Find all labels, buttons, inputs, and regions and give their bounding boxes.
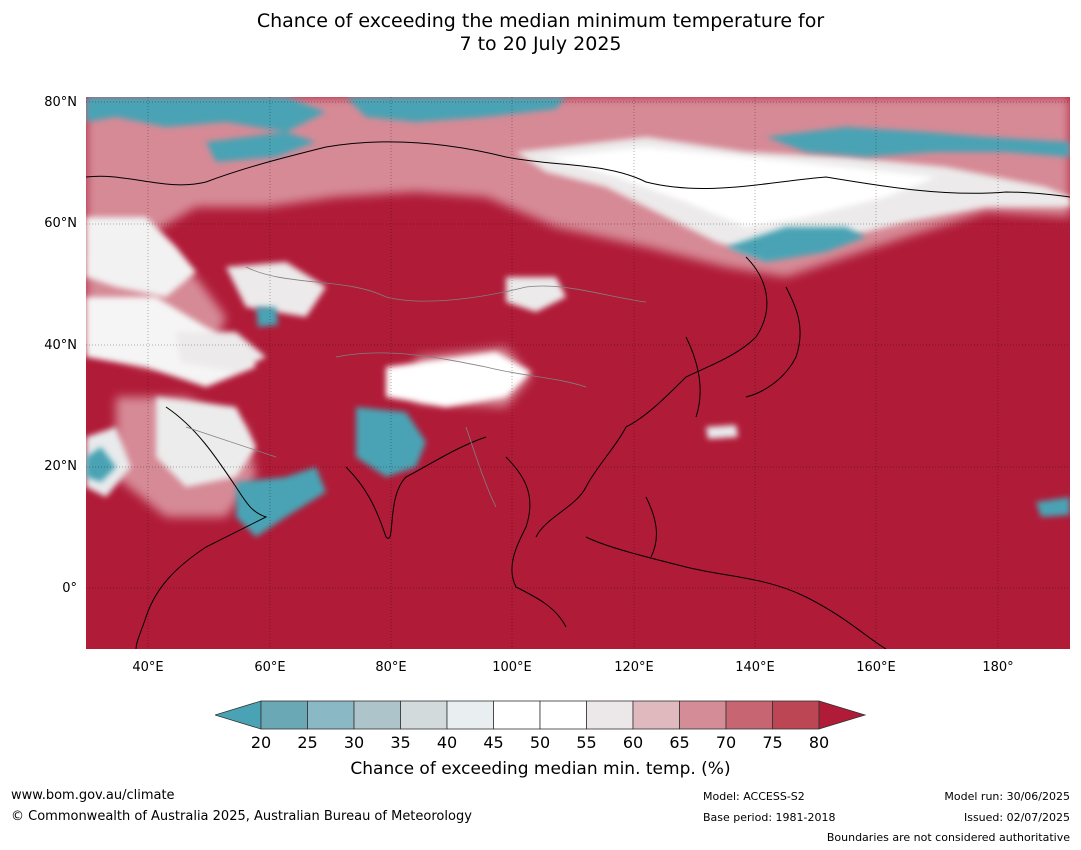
lon-label-60e: 60°E <box>254 660 286 675</box>
lon-label-160e: 160°E <box>856 660 896 675</box>
colorbar-segment <box>260 700 308 730</box>
model-text: Model: ACCESS-S2 <box>703 790 805 803</box>
lon-label-120e: 120°E <box>614 660 654 675</box>
website-text: www.bom.gov.au/climate <box>11 788 175 803</box>
colorbar-segment <box>307 700 355 730</box>
colorbar-segment <box>772 700 820 730</box>
colorbar-segment <box>446 700 494 730</box>
lon-label-40e: 40°E <box>132 660 164 675</box>
map-title: Chance of exceeding the median minimum t… <box>0 10 1081 56</box>
lon-label-80e: 80°E <box>375 660 407 675</box>
colorbar-tick-label: 80 <box>808 733 830 752</box>
colorbar-tick-label: 50 <box>529 733 551 752</box>
teal-regions <box>86 97 1070 537</box>
colorbar-segment <box>493 700 541 730</box>
country-borders <box>185 266 647 508</box>
title-line-1: Chance of exceeding the median minimum t… <box>256 10 825 32</box>
model-run-text: Model run: 30/06/2025 <box>944 790 1070 803</box>
colorbar-tick-label: 20 <box>250 733 272 752</box>
colorbar-tick-label: 45 <box>483 733 504 752</box>
lat-label-60n: 60°N <box>44 216 77 231</box>
lat-label-40n: 40°N <box>44 338 77 353</box>
colorbar-label: Chance of exceeding median min. temp. (%… <box>350 759 731 779</box>
colorbar-tick-label: 35 <box>390 733 411 752</box>
neutral-regions <box>86 137 1070 497</box>
lon-label-100e: 100°E <box>492 660 532 675</box>
base-period-text: Base period: 1981-2018 <box>703 811 836 824</box>
colorbar-tick-label: 75 <box>762 733 783 752</box>
colorbar-tick-label: 60 <box>622 733 644 752</box>
gridlines <box>86 97 1070 649</box>
colorbar-tick-label: 30 <box>343 733 365 752</box>
colorbar-segment <box>539 700 587 730</box>
colorbar-tick-label: 70 <box>715 733 737 752</box>
colorbar-tick-label: 25 <box>297 733 318 752</box>
colorbar-tick-label: 55 <box>576 733 597 752</box>
boundaries-text: Boundaries are not considered authoritat… <box>826 831 1070 844</box>
colorbar-low-arrow <box>215 700 262 730</box>
colorbar-segment <box>632 700 680 730</box>
colorbar-segment <box>679 700 727 730</box>
probability-map <box>86 97 1070 649</box>
colorbar-segment <box>353 700 401 730</box>
title-line-2: 7 to 20 July 2025 <box>459 33 622 55</box>
colorbar-high-arrow <box>818 700 867 730</box>
lat-label-0: 0° <box>62 581 77 596</box>
lon-label-140e: 140°E <box>735 660 775 675</box>
copyright-text: © Commonwealth of Australia 2025, Austra… <box>11 809 472 824</box>
colorbar-tick-label: 65 <box>669 733 690 752</box>
colorbar <box>215 700 867 730</box>
lat-label-20n: 20°N <box>44 459 77 474</box>
colorbar-segment <box>586 700 634 730</box>
colorbar-tick-label: 40 <box>436 733 458 752</box>
lon-label-180: 180° <box>982 660 1014 675</box>
colorbar-segment <box>400 700 448 730</box>
colorbar-segment <box>725 700 773 730</box>
coastlines <box>86 141 1070 649</box>
lat-label-80n: 80°N <box>44 95 77 110</box>
issued-text: Issued: 02/07/2025 <box>963 811 1070 824</box>
